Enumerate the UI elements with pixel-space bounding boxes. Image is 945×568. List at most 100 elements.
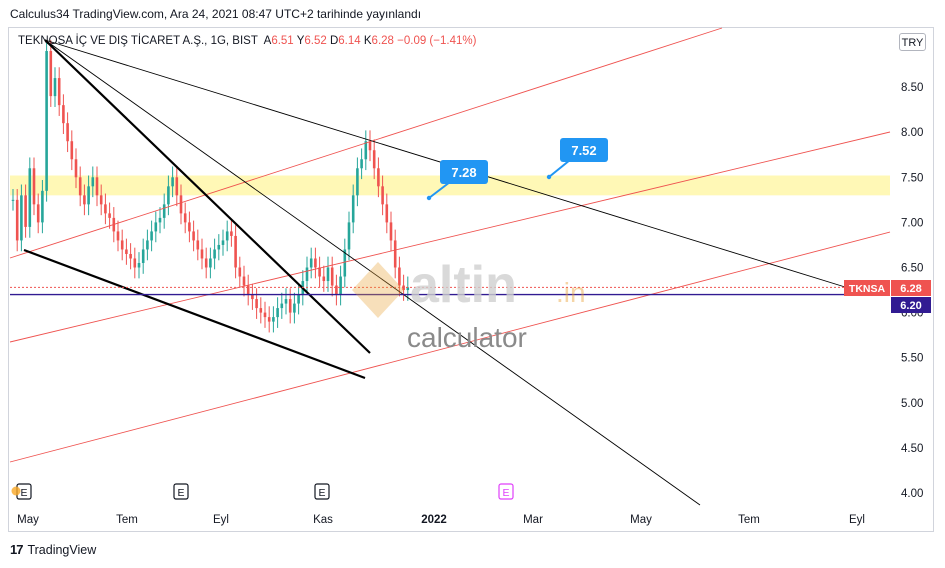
candle-body	[251, 294, 254, 300]
y-tick-label: 8.50	[901, 82, 923, 94]
watermark-sub: calculator	[407, 322, 527, 353]
x-tick-label: Eyl	[213, 514, 229, 526]
callout-pointer	[428, 181, 451, 199]
earnings-event-label: E	[318, 487, 325, 499]
channel-upper-line	[9, 27, 723, 259]
y-tick-label: 8.00	[901, 127, 923, 139]
candle-body	[20, 195, 23, 241]
candle-body	[83, 195, 86, 205]
price-callout-label: 7.52	[571, 143, 596, 158]
x-tick-label: 2022	[421, 514, 447, 526]
candle-body	[335, 285, 338, 295]
candle-body	[15, 199, 19, 241]
dividend-marker	[11, 486, 21, 496]
candle-body	[104, 204, 107, 214]
candle-body	[108, 213, 111, 218]
candle-body	[339, 276, 342, 295]
candle-body	[204, 258, 208, 268]
candle-body	[230, 231, 233, 236]
candle-body	[162, 204, 166, 218]
candle-body	[78, 177, 82, 196]
x-tick-label: Mar	[523, 514, 543, 526]
candle-body	[179, 195, 183, 214]
candle-body	[66, 123, 69, 142]
candle-body	[57, 78, 61, 106]
candle-body	[381, 186, 384, 205]
candle-body	[280, 303, 284, 309]
x-tick-label: Eyl	[849, 514, 865, 526]
earnings-event-marker	[314, 483, 330, 500]
high-value: 6.52	[304, 35, 327, 47]
candle-body	[297, 294, 300, 304]
candle-body	[175, 177, 179, 196]
x-tick-label: Tem	[738, 514, 760, 526]
candle-body	[213, 249, 216, 259]
candle-body	[293, 303, 296, 313]
channel-middle-line	[9, 131, 891, 343]
earnings-event-marker	[498, 483, 514, 500]
y-tick-label: 5.00	[901, 398, 923, 410]
candle-body	[259, 308, 263, 313]
candle-body	[322, 276, 326, 282]
chart-frame	[8, 27, 934, 532]
candle-body	[192, 231, 195, 241]
candle-body	[377, 168, 380, 187]
candle-body	[188, 222, 191, 232]
candle-body	[318, 267, 321, 277]
candle-body	[70, 141, 74, 160]
candle-body	[305, 267, 309, 282]
wedge-lower-line	[23, 248, 366, 380]
candle-body	[368, 141, 372, 151]
candle-body	[364, 141, 368, 160]
y-tick-label: 4.00	[901, 488, 923, 500]
y-tick-label: 4.50	[901, 443, 923, 455]
candle-body	[326, 267, 330, 282]
tradingview-logo-icon: 17	[10, 542, 24, 557]
candle-body	[284, 299, 288, 304]
symbol-title: TEKNOSA İÇ VE DIŞ TİCARET A.Ş., 1G, BIST	[18, 35, 258, 47]
candle-body	[196, 240, 200, 250]
candle-body	[356, 168, 359, 196]
candle-body	[406, 287, 410, 291]
candle-body	[351, 195, 355, 223]
candle-body	[125, 249, 128, 254]
candle-body	[24, 195, 27, 227]
candle-body	[53, 78, 57, 97]
candle-body	[330, 267, 334, 286]
close-value: 6.28	[371, 35, 394, 47]
price-callout-box	[560, 138, 608, 162]
candle-body	[99, 195, 103, 205]
wedge-upper-line	[44, 39, 371, 354]
candle-body	[62, 105, 65, 124]
candle-body	[141, 249, 145, 263]
candle-body	[288, 299, 292, 313]
price-badge-value: 6.20	[900, 300, 921, 312]
candle-body	[183, 213, 187, 223]
candle-body	[385, 204, 389, 223]
earnings-event-label: E	[177, 487, 184, 499]
candle-body	[154, 222, 158, 232]
earnings-event-label: E	[502, 487, 509, 499]
candle-body	[167, 186, 170, 205]
candle-body	[137, 262, 141, 268]
candle-body	[36, 204, 40, 223]
candle-body	[393, 240, 397, 268]
channel-lower-line	[9, 231, 891, 463]
price-badge-value: 6.28	[900, 283, 921, 295]
x-tick-label: Kas	[313, 514, 333, 526]
candle-body	[255, 299, 258, 309]
candle-body	[41, 190, 44, 223]
candle-body	[74, 159, 78, 178]
change-value: −0.09 (−1.41%)	[397, 35, 477, 47]
price-callout-label: 7.28	[451, 165, 476, 180]
x-tick-label: Tem	[116, 514, 138, 526]
currency-button[interactable]: TRY	[899, 33, 926, 51]
candle-body	[234, 235, 237, 268]
candle-body	[343, 249, 347, 277]
callout-pointer	[548, 159, 571, 178]
candle-body	[238, 267, 242, 277]
watermark-logo-icon	[352, 262, 404, 318]
candle-body	[209, 258, 212, 268]
support-zone	[10, 175, 890, 196]
